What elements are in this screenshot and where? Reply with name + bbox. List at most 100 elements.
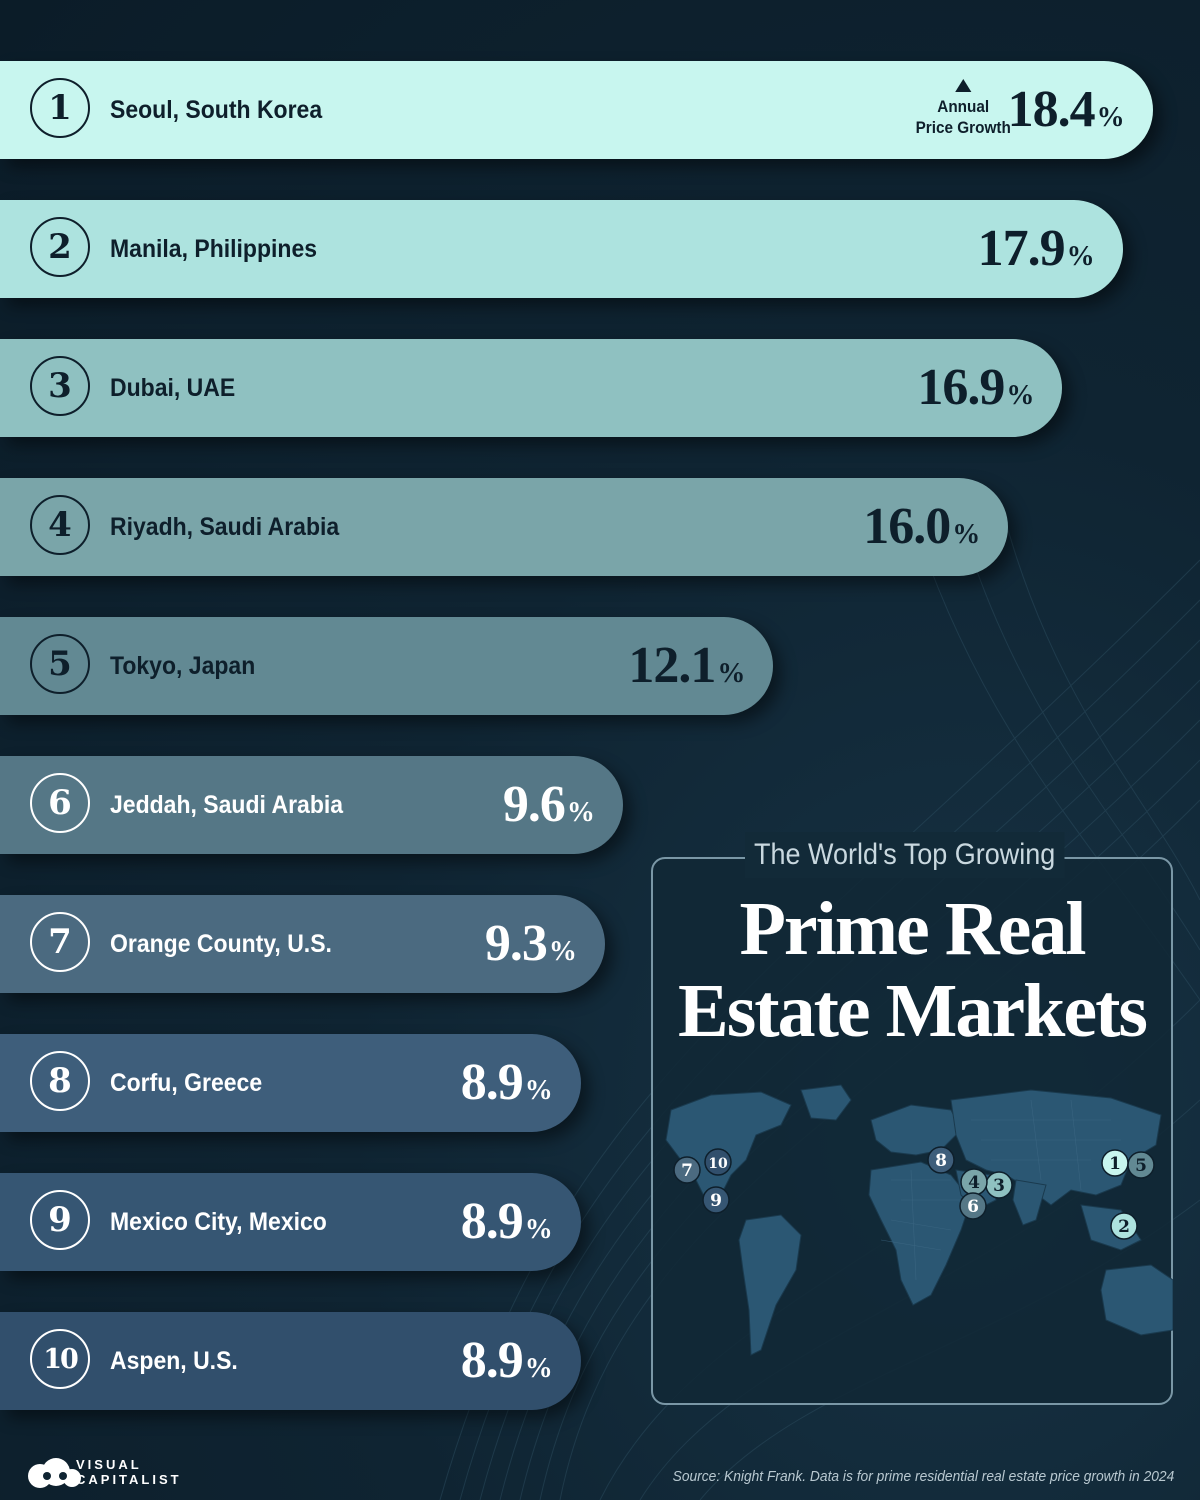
rank-badge: 5 [30,634,90,694]
map-marker-label: 5 [1135,1156,1147,1176]
bar-category-label: Jeddah, Saudi Arabia [110,791,344,819]
brand-line1: VISUAL [76,1457,142,1472]
bar-value-label: 8.9% [461,1034,553,1132]
bar-value-number: 18.4 [1007,81,1096,138]
bar-value-unit: % [717,658,746,689]
bar-value-unit: % [952,519,981,550]
bar-category-label: Mexico City, Mexico [110,1208,327,1236]
bar-value-unit: % [1096,102,1125,133]
chart-title: Prime Real Estate Markets [651,888,1173,1052]
bar-row: 9 Mexico City, Mexico 8.9% [0,1173,581,1271]
bar-category-label: Tokyo, Japan [110,652,256,680]
bar-value-unit: % [1006,380,1035,411]
rank-badge: 1 [30,78,90,138]
map-marker [702,1186,730,1214]
bar-value-unit: % [566,797,595,828]
rank-badge: 7 [30,912,90,972]
map-marker [1110,1212,1138,1240]
bar-row: 10 Aspen, U.S. 8.9% [0,1312,581,1410]
bar-row: 5 Tokyo, Japan 12.1% [0,617,774,715]
bar-category-label: Orange County, U.S. [110,930,332,958]
source-note: Source: Knight Frank. Data is for prime … [672,1468,1174,1485]
brand-wordmark: VISUAL CAPITALIST [76,1457,182,1487]
bar-value-label: 16.9% [917,339,1034,437]
map-marker-label: 4 [968,1173,980,1193]
value-note: Annual Price Growth [915,79,1011,138]
rank-badge: 2 [30,217,90,277]
map-marker [673,1156,701,1184]
map-marker-label: 3 [993,1176,1005,1196]
india-shape [1012,1179,1047,1226]
africa-shape [868,1161,972,1306]
bar-value-label: 9.6% [503,756,595,854]
chart-subtitle: The World's Top Growing [745,832,1065,878]
bar-row: 3 Dubai, UAE 16.9% [0,339,1063,437]
value-note-line2: Price Growth [915,118,1011,137]
greenland-shape [800,1084,852,1121]
bar-value-number: 16.0 [863,498,951,555]
bar-category-label: Dubai, UAE [110,374,236,402]
map-marker-label: 6 [967,1197,979,1217]
rank-badge: 4 [30,495,90,555]
rank-badge: 3 [30,356,90,416]
brand-line2: CAPITALIST [76,1472,182,1487]
map-marker-label: 7 [681,1161,693,1181]
bar-value-number: 16.9 [917,359,1005,416]
bar-row: 4 Riyadh, Saudi Arabia 16.0% [0,478,1009,576]
world-map: 1 2 34 5 6 7 8 9 10 [665,1084,1173,1356]
europe-shape [870,1104,962,1156]
bar-row: 6 Jeddah, Saudi Arabia 9.6% [0,756,623,854]
map-marker-label: 9 [710,1191,722,1211]
bar-row: 7 Orange County, U.S. 9.3% [0,895,605,993]
map-marker [927,1146,955,1174]
map-marker-label: 10 [708,1156,728,1172]
chart-title-line2: Estate Markets [678,969,1148,1053]
bar-value-label: 8.9% [461,1312,553,1410]
bar-value-label: 18.4% [1008,61,1125,159]
map-marker-label: 2 [1118,1217,1130,1237]
bar-value-unit: % [1066,241,1095,272]
north-america-shape [665,1091,792,1201]
bar-category-label: Seoul, South Korea [110,96,323,124]
rank-badge: 8 [30,1051,90,1111]
map-markers: 1 2 34 5 6 7 8 9 10 [673,1146,1155,1240]
bar-value-label: 16.0% [863,478,980,576]
map-marker [704,1148,732,1176]
map-marker [1127,1151,1155,1179]
bar-value-label: 8.9% [461,1173,553,1271]
bar-value-number: 8.9 [460,1193,524,1250]
rank-badge: 10 [30,1329,90,1389]
bar-value-unit: % [524,1214,553,1245]
asia-shape [950,1089,1162,1206]
australia-shape [1100,1264,1173,1336]
bar-value-number: 17.9 [977,220,1066,277]
bar-value-unit: % [524,1075,553,1106]
bar-value-label: 12.1% [628,617,745,715]
up-triangle-icon [954,79,972,92]
bar-row: 8 Corfu, Greece 8.9% [0,1034,581,1132]
rank-badge: 6 [30,773,90,833]
bar-value-unit: % [548,936,577,967]
bar-category-label: Corfu, Greece [110,1069,263,1097]
bar-value-number: 12.1 [628,637,716,694]
bar-value-number: 8.9 [460,1332,524,1389]
bar-category-label: Aspen, U.S. [110,1347,238,1375]
bar-category-label: Riyadh, Saudi Arabia [110,513,340,541]
rank-badge: 9 [30,1190,90,1250]
value-note-line1: Annual [937,97,989,116]
bar-value-number: 9.6 [502,776,566,833]
bar-value-number: 8.9 [460,1054,524,1111]
map-marker-label: 8 [935,1151,947,1171]
south-america-shape [738,1214,802,1356]
visual-capitalist-logo [28,1458,81,1488]
map-marker [959,1192,987,1220]
bar-row: 2 Manila, Philippines 17.9% [0,200,1123,298]
chart-title-line1: Prime Real [739,887,1086,971]
bar-value-label: 17.9% [978,200,1095,298]
bar-row: 1 Seoul, South Korea 18.4% Annual Price Grow… [0,61,1153,159]
map-marker-label: 1 [1109,1154,1121,1174]
bar-category-label: Manila, Philippines [110,235,318,263]
bar-value-label: 9.3% [485,895,577,993]
bar-value-number: 9.3 [484,915,548,972]
